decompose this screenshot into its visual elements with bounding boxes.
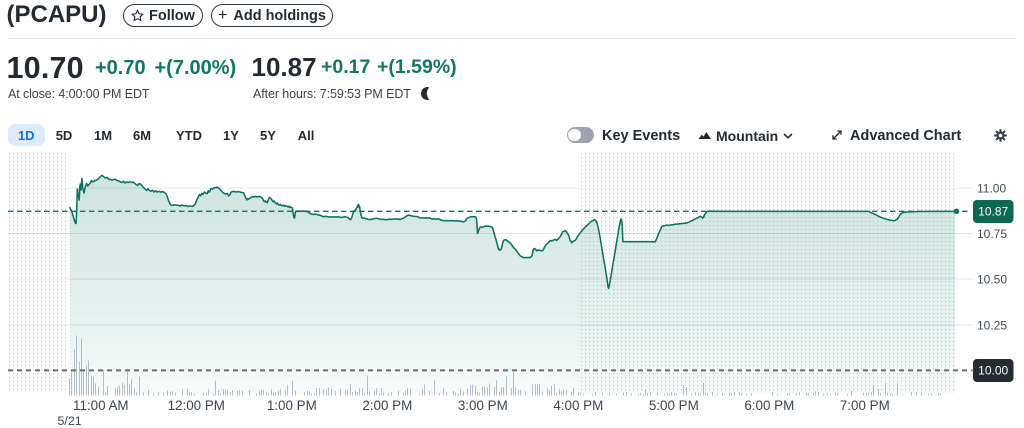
svg-text:2:00 PM: 2:00 PM: [362, 398, 412, 413]
svg-text:12:00 PM: 12:00 PM: [168, 398, 225, 413]
svg-text:6:00 PM: 6:00 PM: [744, 398, 794, 413]
svg-text:5/21: 5/21: [58, 414, 82, 428]
svg-text:4:00 PM: 4:00 PM: [553, 398, 603, 413]
svg-text:10.00: 10.00: [978, 364, 1008, 378]
svg-text:10.25: 10.25: [977, 318, 1007, 332]
svg-text:1:00 PM: 1:00 PM: [267, 398, 317, 413]
svg-text:10.87: 10.87: [978, 205, 1008, 219]
svg-text:5:00 PM: 5:00 PM: [649, 398, 699, 413]
svg-text:10.50: 10.50: [977, 273, 1007, 287]
svg-text:11.00: 11.00: [977, 182, 1006, 196]
svg-text:7:00 PM: 7:00 PM: [840, 398, 890, 413]
svg-text:10.75: 10.75: [977, 227, 1007, 241]
svg-text:11:00 AM: 11:00 AM: [73, 398, 129, 413]
svg-text:3:00 PM: 3:00 PM: [458, 398, 508, 413]
